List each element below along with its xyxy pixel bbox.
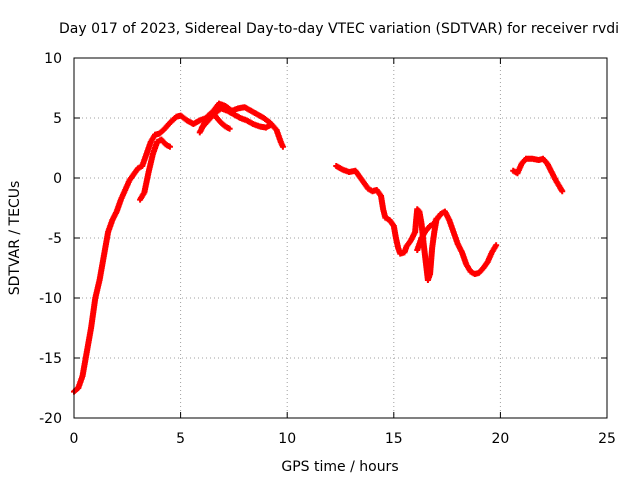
y-tick-label: -15: [39, 351, 62, 367]
y-tick-label: 5: [53, 111, 62, 127]
series-sdtvar: [71, 100, 566, 395]
y-tick-label: -5: [48, 231, 62, 247]
plot-border: [73, 57, 608, 419]
data-point: [433, 215, 440, 222]
data-point: [279, 143, 286, 150]
y-axis-label: SDTVAR / TECUs: [7, 181, 23, 296]
data-point: [226, 125, 233, 132]
grid-lines: [74, 58, 607, 418]
x-tick-label: 15: [385, 431, 403, 447]
y-tick-label: -20: [39, 411, 62, 427]
axis-ticks: 0 5 10 15 20 25 -20 -15 -10 -5 0 5 10: [39, 51, 616, 447]
x-tick-label: 5: [176, 431, 185, 447]
data-point: [493, 242, 500, 249]
chart-title: Day 017 of 2023, Sidereal Day-to-day VTE…: [59, 21, 619, 37]
data-point: [166, 143, 173, 150]
data-point: [559, 188, 566, 195]
y-tick-label: 0: [53, 171, 62, 187]
x-tick-label: 25: [598, 431, 616, 447]
y-tick-label: 10: [44, 51, 62, 67]
data-point: [267, 122, 274, 129]
x-axis-label: GPS time / hours: [281, 459, 398, 475]
x-tick-label: 20: [491, 431, 509, 447]
y-tick-label: -10: [39, 291, 62, 307]
x-tick-label: 10: [278, 431, 296, 447]
data-series: [71, 100, 566, 395]
x-tick-label: 0: [70, 431, 79, 447]
